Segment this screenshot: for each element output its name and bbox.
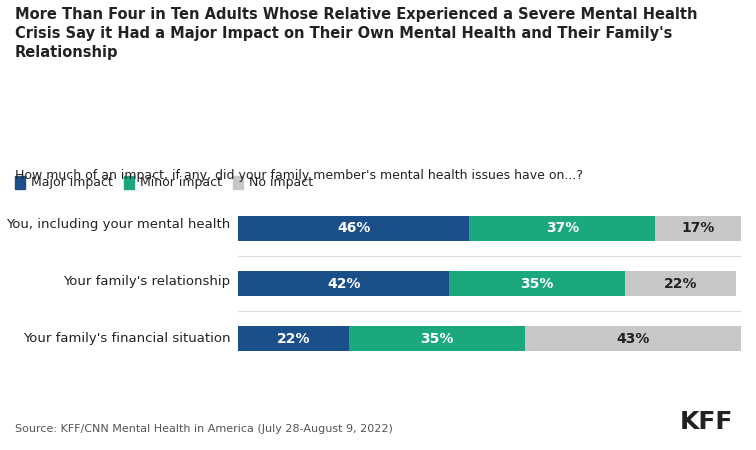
Bar xyxy=(238,326,349,351)
Text: 22%: 22% xyxy=(277,332,310,346)
Text: Your family's financial situation: Your family's financial situation xyxy=(23,332,231,345)
Bar xyxy=(238,271,449,296)
Text: 43%: 43% xyxy=(616,332,649,346)
Text: Your family's relationship: Your family's relationship xyxy=(64,275,231,288)
Bar xyxy=(655,216,741,241)
Text: No impact: No impact xyxy=(249,176,314,189)
Bar xyxy=(449,271,625,296)
Text: 17%: 17% xyxy=(681,221,715,235)
Text: Major impact: Major impact xyxy=(31,176,113,189)
Text: Minor impact: Minor impact xyxy=(140,176,222,189)
Text: How much of an impact, if any, did your family member's mental health issues hav: How much of an impact, if any, did your … xyxy=(15,169,583,182)
Text: 22%: 22% xyxy=(664,276,697,291)
Text: You, including your mental health: You, including your mental health xyxy=(6,218,231,231)
Bar xyxy=(238,216,469,241)
Text: KFF: KFF xyxy=(680,410,733,434)
Bar xyxy=(525,326,741,351)
Bar xyxy=(625,271,736,296)
Bar xyxy=(469,216,655,241)
Text: 42%: 42% xyxy=(327,276,361,291)
Text: 37%: 37% xyxy=(546,221,579,235)
Text: More Than Four in Ten Adults Whose Relative Experienced a Severe Mental Health
C: More Than Four in Ten Adults Whose Relat… xyxy=(15,7,698,60)
Bar xyxy=(349,326,525,351)
Text: 35%: 35% xyxy=(420,332,454,346)
Text: Source: KFF/CNN Mental Health in America (July 28-August 9, 2022): Source: KFF/CNN Mental Health in America… xyxy=(15,424,393,434)
Text: 35%: 35% xyxy=(521,276,554,291)
Text: 46%: 46% xyxy=(337,221,370,235)
